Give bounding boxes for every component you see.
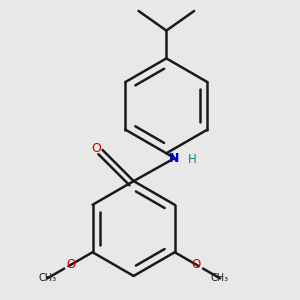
Text: O: O	[191, 258, 201, 271]
Text: N: N	[169, 152, 180, 165]
Text: H: H	[188, 153, 197, 166]
Text: CH₃: CH₃	[38, 273, 56, 284]
Text: O: O	[67, 258, 76, 271]
Text: O: O	[91, 142, 101, 155]
Text: CH₃: CH₃	[211, 273, 229, 284]
